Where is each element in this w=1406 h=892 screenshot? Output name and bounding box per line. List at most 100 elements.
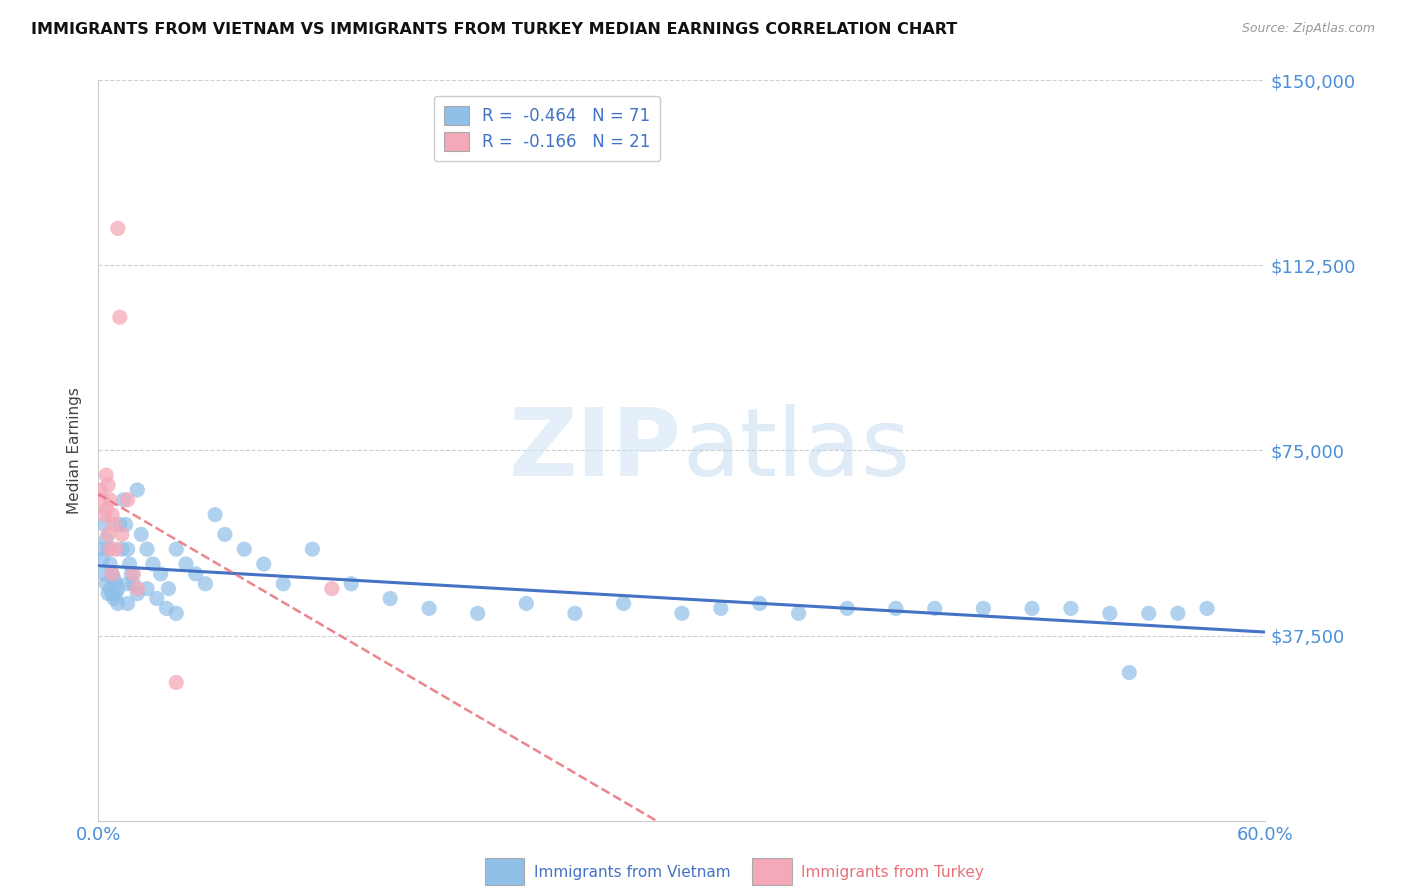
Point <box>97 586 120 600</box>
Point <box>122 566 145 581</box>
Point <box>101 566 124 581</box>
Point <box>924 601 946 615</box>
Point <box>972 601 994 615</box>
Point <box>515 597 537 611</box>
Point <box>214 527 236 541</box>
Point <box>146 591 169 606</box>
Point <box>710 601 733 615</box>
Point <box>340 576 363 591</box>
Legend: R =  -0.464   N = 71, R =  -0.166   N = 21: R = -0.464 N = 71, R = -0.166 N = 21 <box>433 96 661 161</box>
Point <box>467 607 489 621</box>
Point <box>1195 601 1218 615</box>
Point <box>301 542 323 557</box>
Point <box>117 576 139 591</box>
Point <box>98 582 121 596</box>
Point <box>253 557 276 571</box>
Point <box>107 597 129 611</box>
Point <box>107 582 129 596</box>
Point <box>149 566 172 581</box>
Point <box>122 576 145 591</box>
Point <box>91 492 114 507</box>
Point <box>204 508 226 522</box>
Point <box>101 586 124 600</box>
Point <box>98 542 121 557</box>
Point <box>787 607 810 621</box>
Point <box>101 508 124 522</box>
Point <box>93 566 115 581</box>
Point <box>174 557 197 571</box>
Point <box>165 542 187 557</box>
Point <box>129 527 152 541</box>
Point <box>155 601 177 615</box>
Point <box>1060 601 1083 615</box>
Point <box>96 576 118 591</box>
Point <box>1098 607 1121 621</box>
Point <box>97 542 120 557</box>
Point <box>96 468 118 483</box>
Point <box>117 542 139 557</box>
Text: Immigrants from Turkey: Immigrants from Turkey <box>801 865 984 880</box>
Point <box>136 582 159 596</box>
Point <box>91 552 114 566</box>
Point <box>884 601 907 615</box>
Point <box>127 586 149 600</box>
Point <box>104 542 127 557</box>
Y-axis label: Median Earnings: Median Earnings <box>67 387 83 514</box>
Point <box>103 572 125 586</box>
Point <box>837 601 859 615</box>
Point <box>93 517 115 532</box>
Point <box>121 566 143 581</box>
Point <box>96 502 118 516</box>
Point <box>1137 607 1160 621</box>
Point <box>97 527 120 541</box>
Point <box>127 582 149 596</box>
Point <box>114 517 136 532</box>
Point <box>142 557 165 571</box>
Point <box>127 483 149 497</box>
Point <box>103 517 125 532</box>
Point <box>136 542 159 557</box>
Point <box>380 591 402 606</box>
Point <box>748 597 770 611</box>
Text: atlas: atlas <box>682 404 910 497</box>
Point <box>194 576 217 591</box>
Point <box>96 533 118 547</box>
Point <box>107 221 129 235</box>
Text: IMMIGRANTS FROM VIETNAM VS IMMIGRANTS FROM TURKEY MEDIAN EARNINGS CORRELATION CH: IMMIGRANTS FROM VIETNAM VS IMMIGRANTS FR… <box>31 22 957 37</box>
Point <box>613 597 636 611</box>
Point <box>104 586 127 600</box>
Point <box>564 607 586 621</box>
Point <box>89 542 111 557</box>
Text: Immigrants from Vietnam: Immigrants from Vietnam <box>534 865 731 880</box>
Point <box>111 542 134 557</box>
Point <box>112 492 135 507</box>
Point <box>98 557 121 571</box>
Point <box>103 591 125 606</box>
Point <box>1167 607 1189 621</box>
Point <box>157 582 180 596</box>
Point <box>1021 601 1043 615</box>
Point <box>418 601 440 615</box>
Point <box>93 508 115 522</box>
Point <box>117 597 139 611</box>
Point <box>97 478 120 492</box>
Point <box>101 566 124 581</box>
Point <box>111 527 134 541</box>
Point <box>321 582 343 596</box>
Point <box>1118 665 1140 680</box>
Point <box>233 542 256 557</box>
Point <box>98 492 121 507</box>
Point <box>108 517 131 532</box>
Point <box>165 675 187 690</box>
Point <box>108 310 131 325</box>
Point <box>117 492 139 507</box>
Point <box>271 576 294 591</box>
Point <box>118 557 141 571</box>
Point <box>104 576 127 591</box>
Text: Source: ZipAtlas.com: Source: ZipAtlas.com <box>1241 22 1375 36</box>
Point <box>165 607 187 621</box>
Point <box>184 566 207 581</box>
Point <box>89 483 111 497</box>
Text: ZIP: ZIP <box>509 404 682 497</box>
Point <box>671 607 693 621</box>
